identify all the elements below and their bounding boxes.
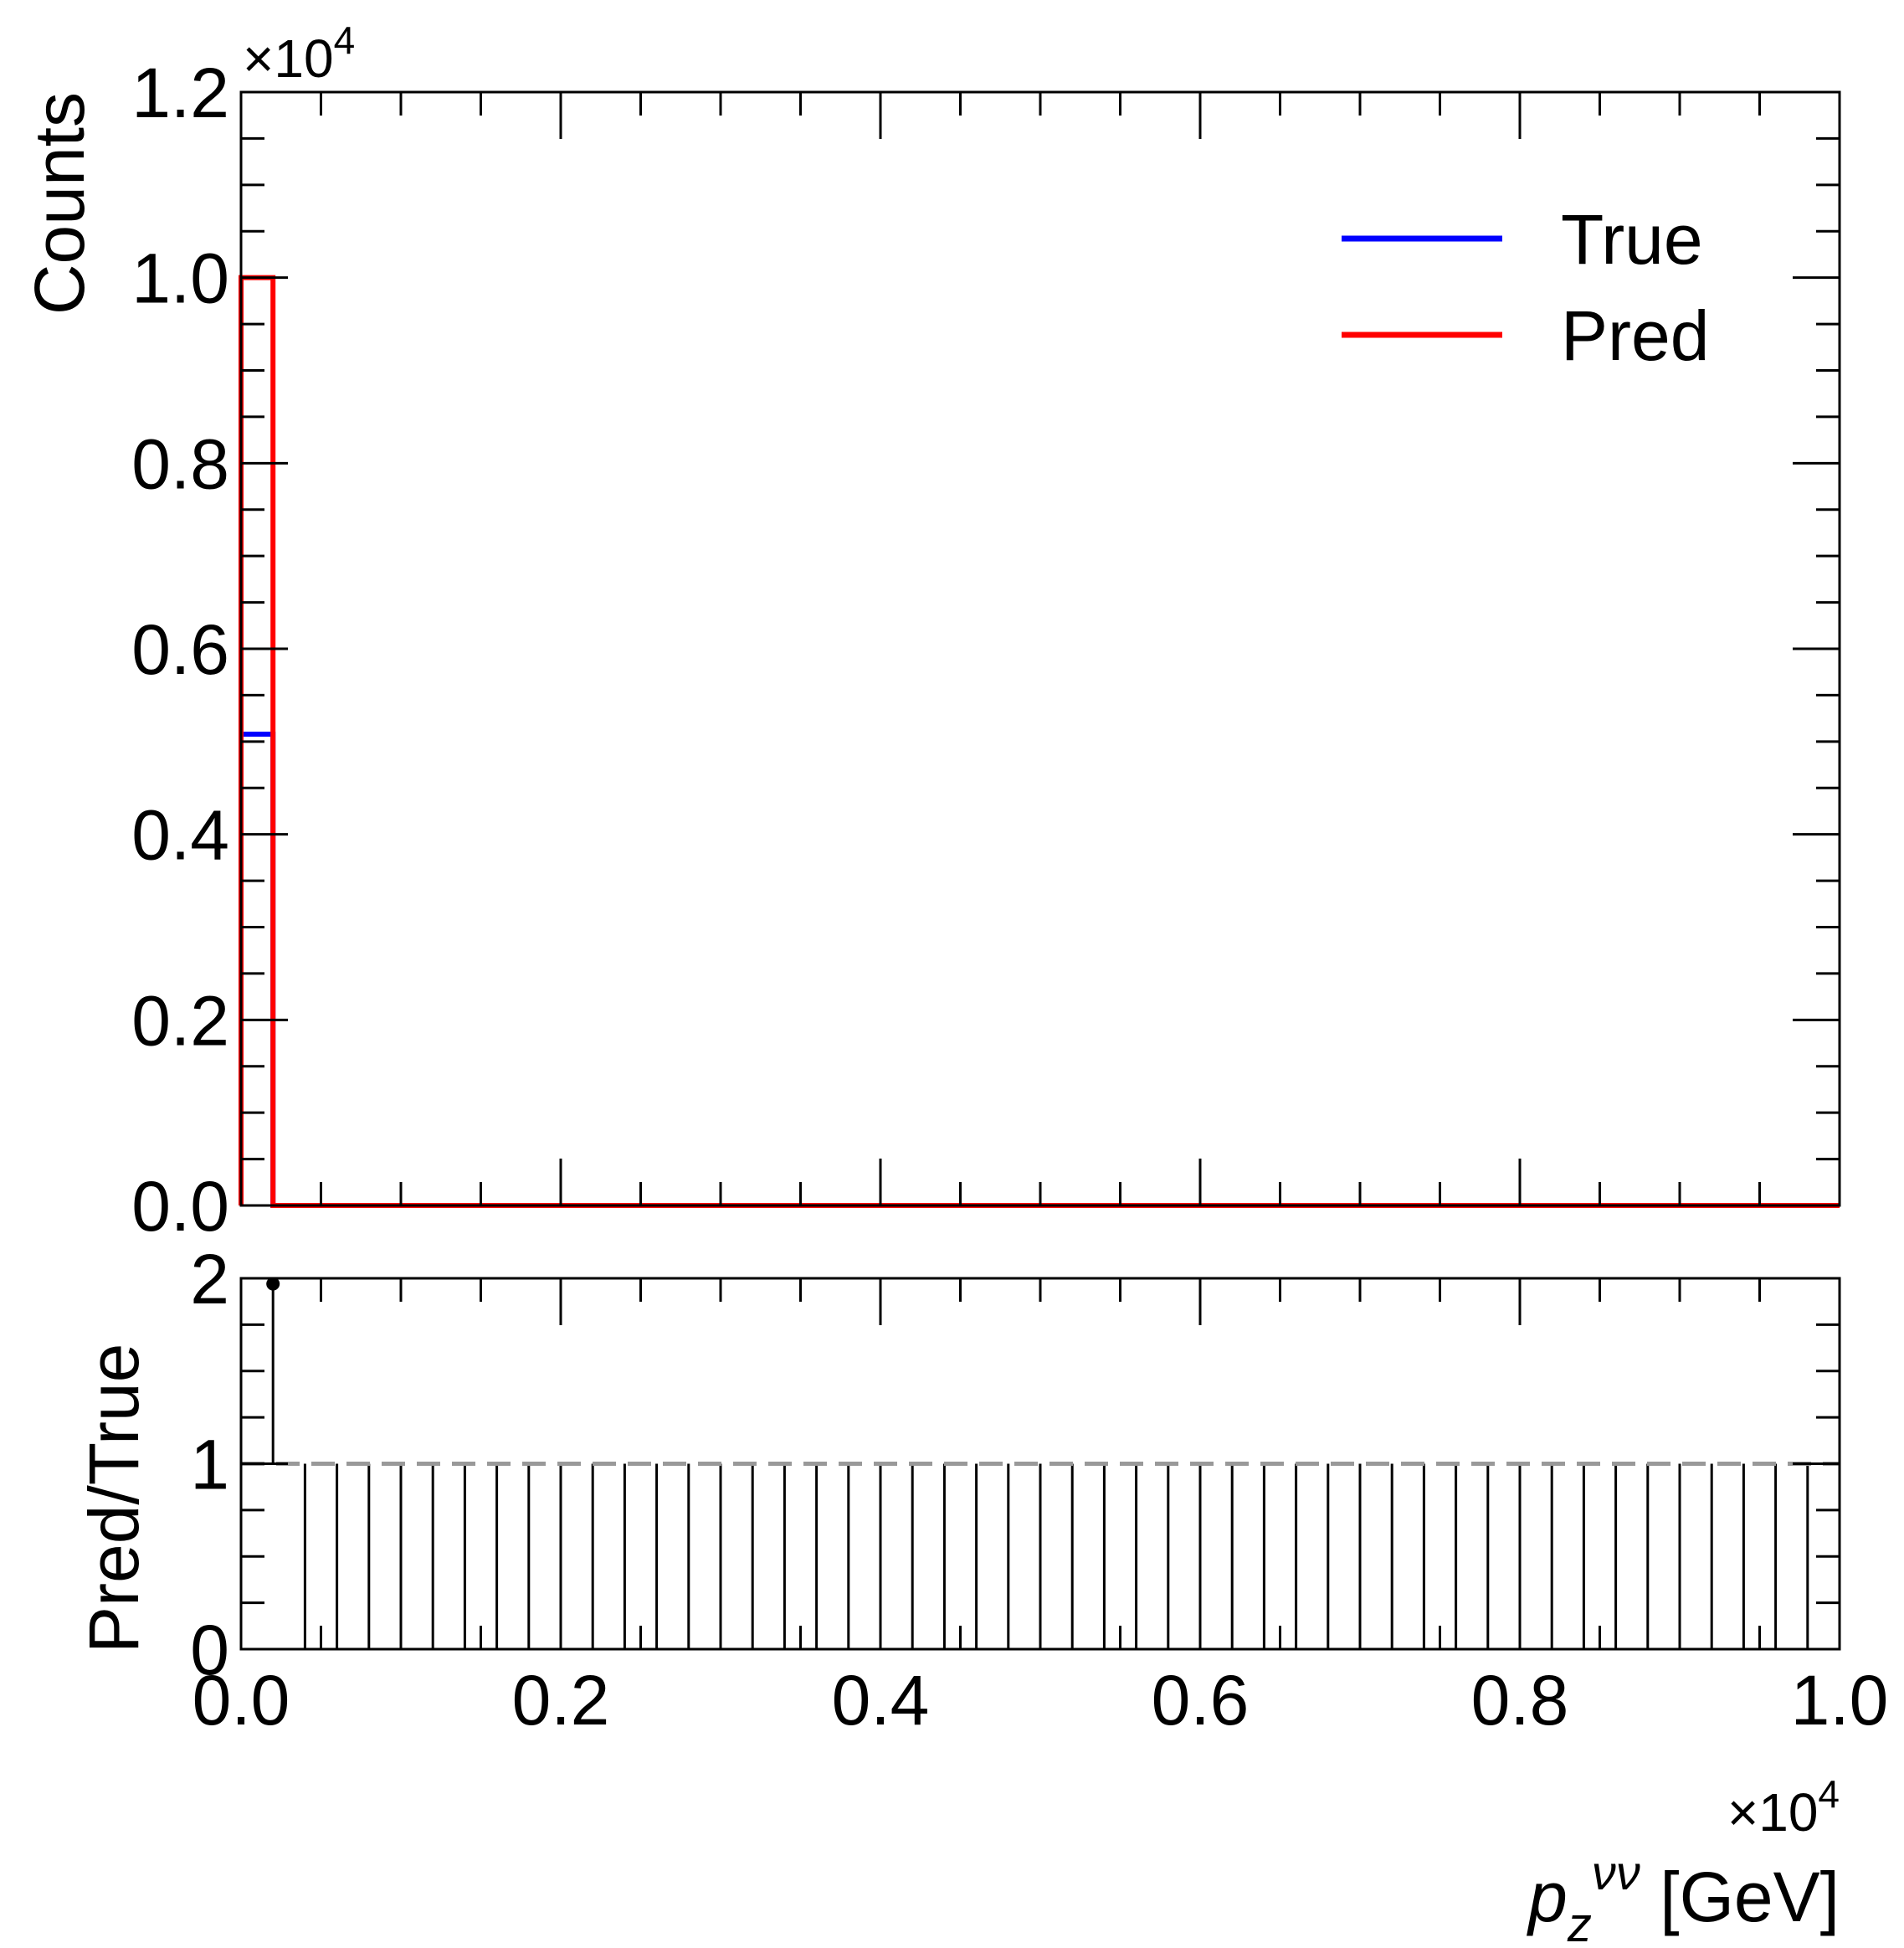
x-tick-label: 0.2	[512, 1661, 610, 1740]
main-frame	[239, 90, 1841, 1207]
ratio-y-tick-label: 2	[190, 1240, 229, 1318]
x-axis-title: pzνν [GeV]	[1526, 1846, 1840, 1948]
main-y-tick-label: 1.0	[131, 239, 229, 318]
main-y-tick-label: 0.4	[131, 796, 229, 875]
x-tick-label: 0.0	[192, 1661, 290, 1740]
ratio-y-tick-label: 0	[190, 1611, 229, 1689]
main-y-tick-label: 0.0	[131, 1167, 229, 1246]
x-axis-title-unit: [GeV]	[1640, 1858, 1840, 1936]
x-multiplier: ×104	[1727, 1772, 1840, 1843]
x-multiplier-base: ×10	[1727, 1782, 1819, 1843]
x-tick-label: 1.0	[1791, 1661, 1889, 1740]
ratio-frame	[239, 1277, 1841, 1651]
ratio-panel: 0 1 2 0.0 0.2 0.4 0.6 0.8 1.0 Pred/True ×104 pz…	[74, 1240, 1888, 1948]
ratio-y-tick-label: 1	[190, 1426, 229, 1504]
main-y-tick-label: 0.2	[131, 981, 229, 1060]
ratio-point-marker	[266, 1277, 280, 1291]
legend-label-pred: Pred	[1561, 296, 1709, 375]
main-histogram-lines	[239, 275, 1840, 1208]
x-tick-label: 0.8	[1471, 1661, 1569, 1740]
y-multiplier-exp: 4	[334, 18, 356, 62]
legend-label-true: True	[1561, 200, 1703, 279]
main-y-tick-label: 1.2	[131, 54, 229, 132]
x-tick-label: 0.4	[832, 1661, 930, 1740]
x-tick-labels: 0.0 0.2 0.4 0.6 0.8 1.0	[192, 1661, 1889, 1740]
main-y-tick-label: 0.6	[131, 610, 229, 689]
x-axis-title-sup: νν	[1592, 1846, 1640, 1900]
main-ticks	[239, 90, 1841, 1207]
x-axis-title-sub: z	[1567, 1898, 1592, 1948]
ratio-point	[266, 1277, 280, 1464]
y-axis-title-counts: Counts	[20, 92, 99, 315]
main-y-tick-labels: 0.0 0.2 0.4 0.6 0.8 1.0 1.2	[131, 54, 229, 1246]
y-multiplier-base: ×10	[243, 28, 334, 89]
x-multiplier-exp: 4	[1818, 1772, 1840, 1816]
x-tick-label: 0.6	[1152, 1661, 1250, 1740]
main-panel: 0.0 0.2 0.4 0.6 0.8 1.0 1.2 ×104 Counts True P…	[20, 18, 1841, 1246]
histogram-true	[239, 731, 1840, 1208]
y-axis-title-ratio: Pred/True	[74, 1344, 153, 1653]
main-y-tick-label: 0.8	[131, 424, 229, 503]
histogram-pred	[239, 275, 1840, 1208]
x-axis-title-var: p	[1526, 1858, 1568, 1936]
ratio-vertical-lines	[303, 1463, 1809, 1649]
ratio-y-tick-labels: 0 1 2	[190, 1240, 229, 1689]
legend: True Pred	[1342, 200, 1709, 375]
y-multiplier: ×104	[243, 18, 355, 89]
